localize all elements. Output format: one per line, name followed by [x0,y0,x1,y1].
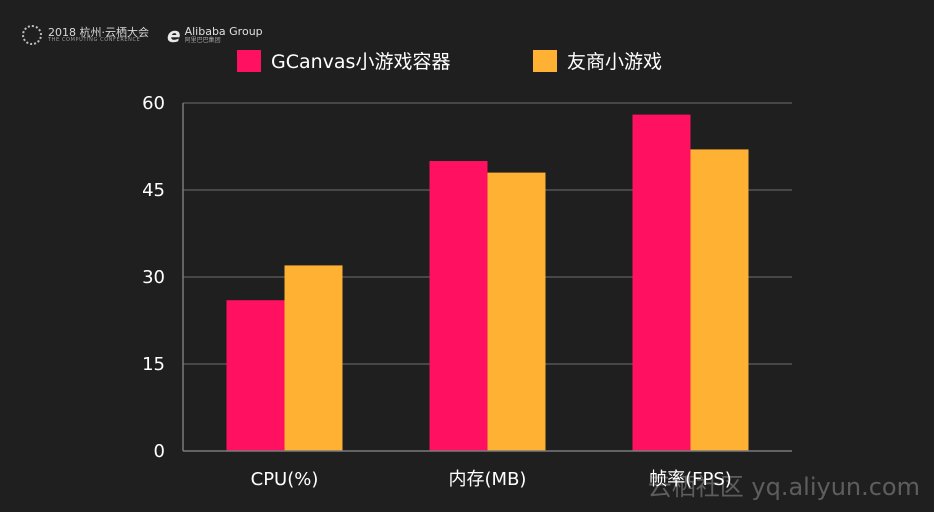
alibaba-chinese-name: 阿里巴巴集团 [184,36,221,44]
conference-subtitle: THE COMPUTING CONFERENCE [48,37,141,44]
bar-series-0-1 [429,161,488,451]
legend-swatch-1 [533,50,557,72]
legend-swatch-0 [237,50,261,72]
y-tick-label: 60 [142,93,165,114]
y-tick-label: 45 [142,180,165,201]
bar-series-0-0 [226,300,285,451]
bar-series-1-2 [690,149,749,451]
watermark: 云栖社区 yq.aliyun.com [647,473,920,501]
header-logos: 2018 杭州·云栖大会 THE COMPUTING CONFERENCE e … [22,18,263,52]
conference-logo: 2018 杭州·云栖大会 THE COMPUTING CONFERENCE [22,25,149,45]
chart-axes: 0 15 30 45 60 CPU(%) 内存(MB) 帧率(FPS) [142,93,792,490]
chart-bars [226,114,749,451]
x-tick-label: 内存(MB) [449,469,527,490]
legend-label-0: GCanvas小游戏容器 [271,51,450,73]
bar-series-1-0 [284,265,343,451]
chart-legend: GCanvas小游戏容器 友商小游戏 [237,50,662,73]
y-tick-label: 30 [142,267,165,288]
conference-emblem-icon [22,25,42,45]
alibaba-logo-text: Alibaba Group 阿里巴巴集团 [185,26,263,44]
alibaba-logo: e Alibaba Group 阿里巴巴集团 [167,25,263,45]
bar-series-1-1 [487,172,546,451]
alibaba-e-icon: e [167,23,181,47]
bar-series-0-2 [632,114,691,451]
x-tick-label: CPU(%) [251,469,319,490]
conference-name: 2018 杭州·云栖大会 [48,25,149,39]
y-tick-label: 15 [142,354,165,375]
x-tick-label: 帧率(FPS) [649,469,732,490]
conference-logo-text: 2018 杭州·云栖大会 THE COMPUTING CONFERENCE [48,27,149,44]
legend-label-1: 友商小游戏 [567,51,662,73]
y-tick-label: 0 [154,441,165,462]
alibaba-name: Alibaba Group [184,25,263,39]
